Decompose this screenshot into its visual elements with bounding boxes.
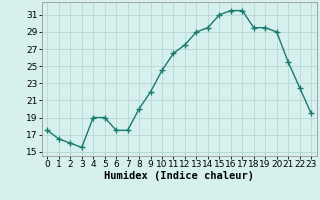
X-axis label: Humidex (Indice chaleur): Humidex (Indice chaleur) bbox=[104, 171, 254, 181]
